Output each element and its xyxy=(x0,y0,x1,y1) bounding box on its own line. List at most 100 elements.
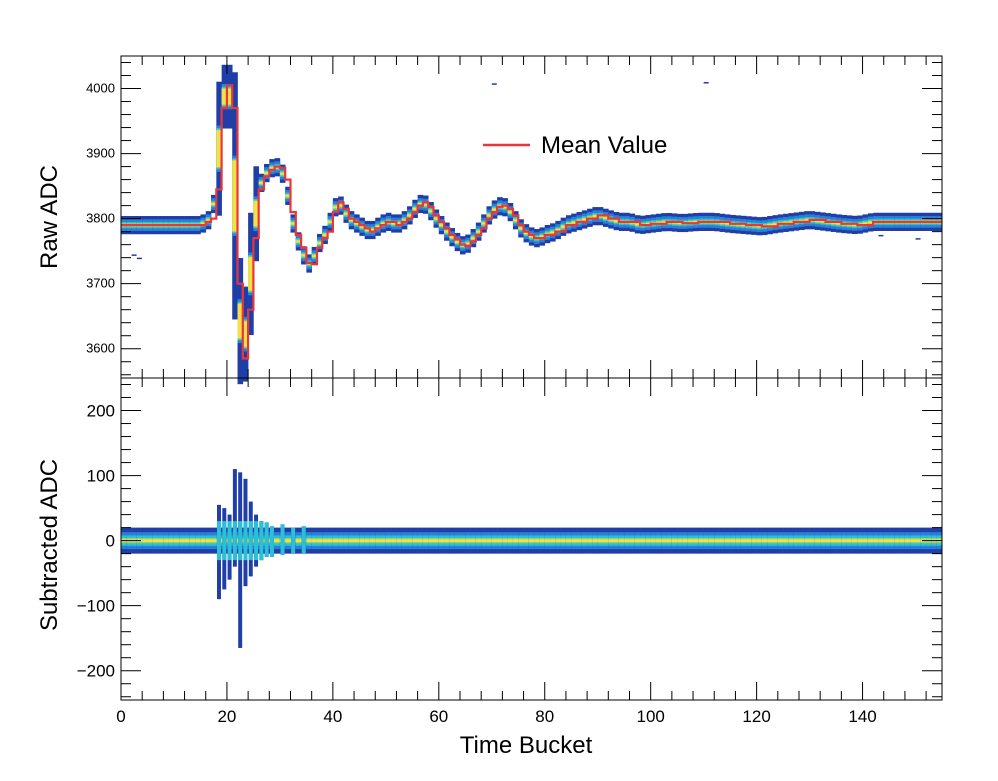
bottom-heat-cell xyxy=(454,539,461,542)
top-heat-cell xyxy=(348,219,355,222)
top-heat-cell xyxy=(396,222,403,225)
top-heat-cell xyxy=(322,233,328,236)
bottom-heat-cell xyxy=(539,539,546,542)
top-heat-cell xyxy=(634,223,641,226)
x-tick-label: 20 xyxy=(217,707,236,726)
top-heat-cell xyxy=(603,216,609,219)
top-heat-cell xyxy=(428,210,434,213)
top-heat-cell xyxy=(555,229,561,231)
bottom-heat-cell xyxy=(534,539,540,542)
top-heat-cell xyxy=(851,223,858,226)
bottom-heat-cell xyxy=(375,539,381,542)
bottom-heat-cell xyxy=(751,539,757,542)
bottom-heat-cell xyxy=(608,539,614,542)
top-heat-cell xyxy=(216,130,222,168)
top-heat-cell xyxy=(740,223,747,226)
top-heat-cell xyxy=(412,207,418,210)
bottom-heat-cell xyxy=(772,539,779,542)
top-heat-cell xyxy=(454,241,461,244)
bottom-heat-cell xyxy=(645,539,651,542)
bottom-heat-cell xyxy=(719,539,726,542)
bottom-heat-cell xyxy=(740,539,747,542)
top-y-tick-label: 4000 xyxy=(86,81,115,96)
top-heat-cell xyxy=(391,222,397,225)
bottom-heat-cell xyxy=(618,539,625,542)
bottom-heat-cell xyxy=(205,539,212,542)
bottom-heat-cell xyxy=(894,539,900,542)
bottom-heat-cell xyxy=(661,539,667,542)
top-heatmap xyxy=(121,64,943,385)
top-heat-cell xyxy=(211,203,217,205)
x-axis-label: Time Bucket xyxy=(460,732,593,759)
top-heat-cell xyxy=(444,230,450,233)
top-heat-cell xyxy=(364,229,371,231)
top-heat-cell xyxy=(253,201,260,227)
bottom-panel-frame xyxy=(120,377,943,701)
bottom-heat-cell xyxy=(285,539,291,542)
top-heat-cell xyxy=(242,321,249,347)
bottom-heat-cell xyxy=(491,539,498,542)
bottom-spike-core xyxy=(280,524,285,555)
top-heat-cell xyxy=(804,219,810,222)
bottom-heat-cell xyxy=(634,539,641,542)
bottom-spike-core xyxy=(217,521,221,561)
bottom-heat-cell xyxy=(184,539,191,542)
top-heat-cell xyxy=(343,212,350,215)
bottom-heat-cell xyxy=(862,539,869,542)
bottom-heat-cell xyxy=(475,539,482,542)
top-outlier-mark xyxy=(915,238,921,240)
bottom-heat-cell xyxy=(428,539,434,542)
bottom-heat-cell xyxy=(830,539,837,542)
bottom-heat-cell xyxy=(581,539,588,542)
bottom-heat-cell xyxy=(179,539,185,542)
top-heat-cell xyxy=(226,88,233,105)
bottom-y-axis-label: Subtracted ADC xyxy=(36,459,63,631)
top-heat-cell xyxy=(200,222,207,225)
top-heat-cell xyxy=(327,220,334,223)
bottom-heat-cell xyxy=(359,539,365,542)
top-heat-cell xyxy=(279,172,286,175)
bottom-heat-cell xyxy=(502,539,508,542)
bottom-heat-cell xyxy=(571,539,577,542)
top-heat-cell xyxy=(258,181,265,184)
bottom-heat-cell xyxy=(889,539,895,542)
bottom-heat-cell xyxy=(486,539,493,542)
bottom-heat-cell xyxy=(820,539,826,542)
bottom-heat-cell xyxy=(211,539,217,542)
legend: Mean Value xyxy=(483,132,667,159)
bottom-heat-cell xyxy=(910,539,916,542)
bottom-panel-ticks: −200 −100 0 100 200 0 20 40 60 80 100 120 140 xyxy=(77,378,942,726)
bottom-spike-core xyxy=(227,521,232,561)
bottom-heat-cell xyxy=(846,539,853,542)
bottom-heat-cell xyxy=(788,539,794,542)
bottom-heat-cell xyxy=(200,539,207,542)
bottom-heat-cell xyxy=(459,539,466,542)
top-heat-cell xyxy=(518,227,524,230)
top-heat-cell xyxy=(550,231,556,234)
bottom-heat-cell xyxy=(449,539,455,542)
top-heat-cell xyxy=(788,221,794,224)
bottom-heat-cell xyxy=(481,539,487,542)
bottom-y-tick-label: 0 xyxy=(106,532,115,551)
top-heat-cell xyxy=(613,220,620,223)
bottom-spike-core xyxy=(243,521,248,561)
top-heat-cell xyxy=(316,242,323,244)
top-heat-cell xyxy=(539,235,546,238)
bottom-heat-cell xyxy=(809,539,816,542)
bottom-heat-cell xyxy=(624,539,630,542)
bottom-heat-cell xyxy=(592,539,599,542)
top-heat-cell xyxy=(867,221,874,224)
bottom-heat-cell xyxy=(687,539,694,542)
bottom-heat-cell xyxy=(655,539,662,542)
top-heat-cell xyxy=(375,225,381,228)
bottom-heat-cell xyxy=(322,539,328,542)
bottom-heat-cell xyxy=(391,539,397,542)
bottom-heat-cell xyxy=(603,539,609,542)
mean-value-line xyxy=(121,84,942,360)
bottom-heat-cell xyxy=(814,539,821,542)
bottom-heat-cell xyxy=(798,539,805,542)
bottom-heat-cell xyxy=(343,539,350,542)
bottom-panel-border xyxy=(120,377,943,701)
legend-label-mean-value: Mean Value xyxy=(541,132,667,159)
top-outlier-mark xyxy=(703,82,709,84)
